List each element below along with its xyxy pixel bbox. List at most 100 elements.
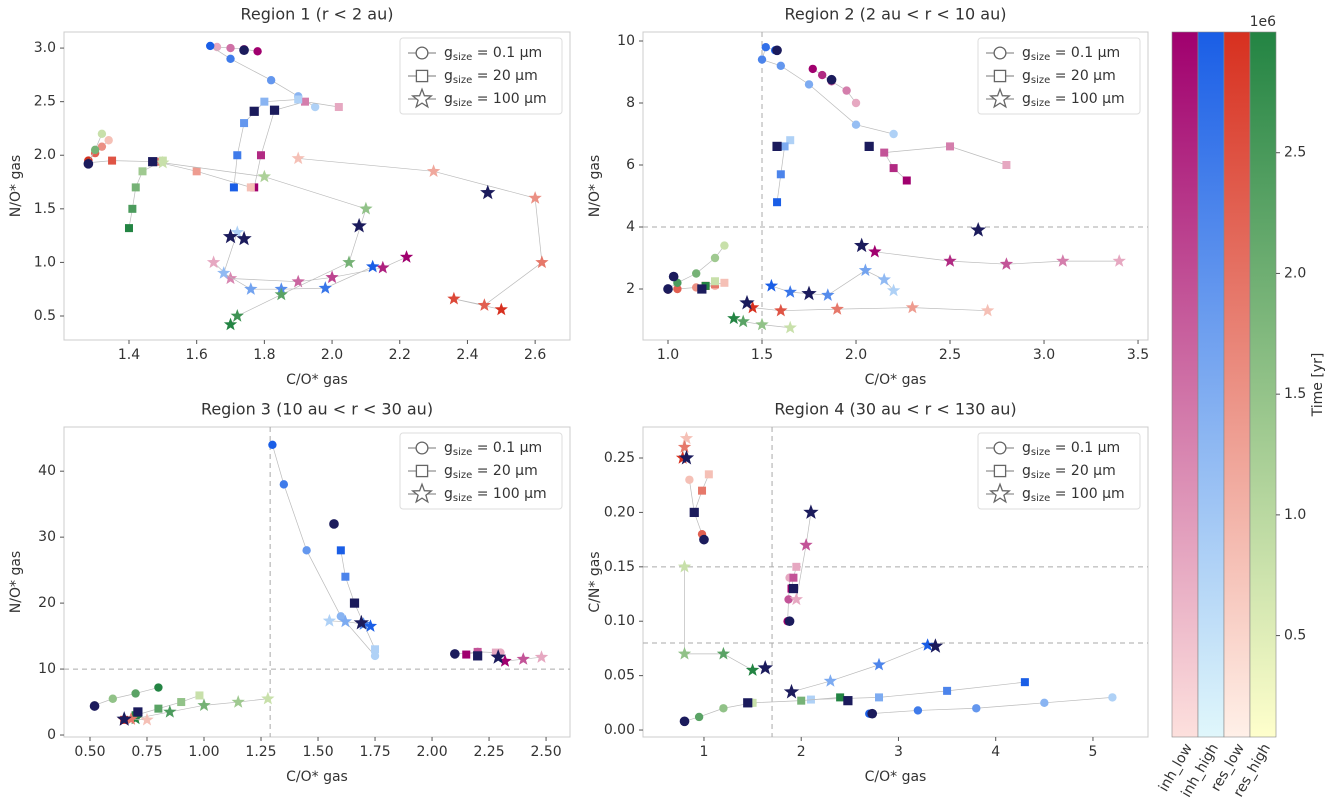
legend-label-part: = 100 μm	[472, 91, 546, 107]
x-tick-label: 0.50	[74, 744, 105, 760]
point	[163, 704, 177, 718]
legend-label-part: = 20 μm	[472, 68, 537, 84]
point	[804, 80, 814, 89]
legend-label-part: g	[444, 440, 453, 456]
point	[376, 260, 390, 274]
point	[154, 704, 163, 713]
point	[720, 241, 729, 250]
point	[786, 136, 795, 145]
x-tick-label: 2.4	[456, 347, 478, 363]
point	[970, 222, 986, 237]
legend-label-part: = 0.1 μm	[472, 45, 542, 61]
point	[534, 650, 549, 663]
point	[694, 712, 704, 722]
legend-marker	[410, 87, 434, 109]
x-tick-label: 3	[894, 744, 903, 760]
point	[318, 281, 332, 294]
point	[226, 43, 235, 53]
point	[341, 572, 350, 581]
y-tick-label: 0.10	[604, 613, 635, 629]
point	[755, 317, 769, 331]
colorbar-column	[1171, 31, 1199, 738]
legend-marker	[993, 464, 1007, 478]
legend-label-part: size	[453, 98, 472, 109]
point	[229, 183, 238, 192]
legend-marker	[993, 441, 1007, 455]
point	[792, 562, 801, 571]
point	[679, 431, 694, 445]
x-tick-label: 2.25	[473, 744, 504, 760]
point	[711, 277, 720, 286]
legend-marker	[988, 482, 1012, 504]
point	[269, 105, 280, 115]
point	[789, 573, 798, 582]
point	[784, 595, 793, 604]
point	[370, 651, 380, 661]
y-tick-label: 10	[38, 661, 56, 677]
point	[808, 64, 817, 74]
track	[791, 644, 928, 693]
point	[140, 712, 154, 726]
point	[685, 475, 694, 484]
x-tick-label: 2.0	[845, 347, 867, 363]
panel-title: Region 2 (2 au < r < 10 au)	[785, 5, 1007, 24]
legend-label: gsize = 20 μm	[1022, 68, 1116, 86]
point	[197, 698, 211, 711]
point	[981, 303, 995, 317]
legend-label: gsize = 100 μm	[1022, 91, 1125, 109]
colorbar-tick-label: 1.5	[1284, 386, 1306, 402]
x-axis-label: C/O* gas	[865, 769, 927, 785]
legend-marker	[415, 69, 429, 83]
point	[854, 237, 870, 253]
point	[206, 255, 221, 269]
point	[226, 54, 235, 63]
legend-marker	[410, 482, 434, 504]
legend-label-part: size	[1031, 98, 1050, 109]
point	[447, 291, 461, 305]
point	[743, 698, 753, 708]
point	[858, 263, 873, 277]
point	[322, 613, 337, 627]
y-tick-label: 2	[626, 281, 635, 297]
x-tick-label: 1.25	[245, 744, 276, 760]
point	[842, 86, 851, 95]
legend-marker	[993, 46, 1007, 60]
point	[90, 145, 100, 155]
point	[108, 156, 117, 165]
colorbar-column	[1249, 31, 1277, 738]
point	[943, 254, 957, 267]
point	[851, 98, 861, 108]
point	[128, 204, 137, 213]
track	[223, 232, 373, 290]
point	[274, 287, 288, 301]
point	[97, 129, 107, 139]
point	[1108, 693, 1117, 702]
x-tick-label: 2.0	[321, 347, 343, 363]
colorbar-label: Time [yr]	[1310, 353, 1326, 418]
point	[371, 645, 380, 654]
point	[154, 683, 163, 692]
legend-label-part: size	[453, 493, 472, 504]
legend-label-part: size	[1031, 493, 1050, 504]
point	[535, 255, 549, 269]
legend-label-part: size	[1031, 470, 1050, 481]
y-tick-label: 6	[626, 157, 635, 173]
point	[880, 148, 889, 157]
legend-label: gsize = 100 μm	[1022, 486, 1125, 504]
point	[704, 470, 713, 479]
point	[710, 253, 720, 263]
legend-box	[399, 37, 563, 115]
y-tick-label: 2.5	[34, 94, 56, 110]
point	[784, 616, 795, 627]
point	[342, 255, 356, 269]
colorbar-tick-label: 2.0	[1284, 265, 1306, 281]
point	[803, 504, 819, 519]
y-tick-label: 4	[626, 219, 635, 235]
point	[745, 663, 760, 676]
point	[491, 648, 500, 657]
panel-title: Region 3 (10 au < r < 30 au)	[201, 400, 433, 419]
point	[943, 686, 952, 695]
point	[222, 228, 239, 244]
point	[266, 76, 276, 85]
